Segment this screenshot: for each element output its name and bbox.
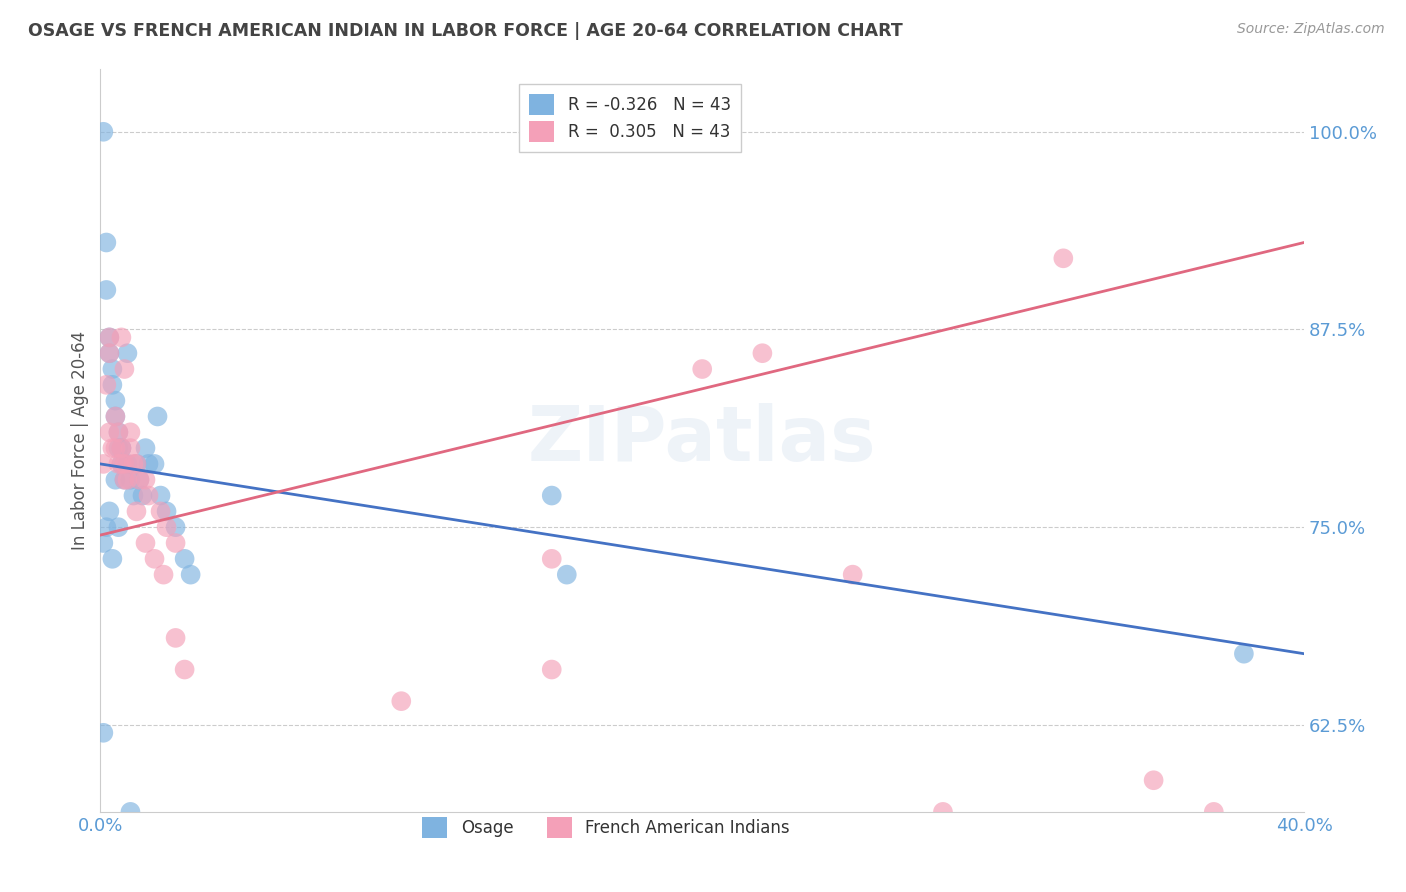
Point bbox=[96, 283, 118, 297]
Legend: Osage, French American Indians: Osage, French American Indians bbox=[416, 811, 796, 845]
Point bbox=[93, 457, 115, 471]
Point bbox=[104, 409, 127, 424]
Point bbox=[98, 346, 121, 360]
Point bbox=[1202, 805, 1225, 819]
Point bbox=[104, 473, 127, 487]
Point bbox=[98, 425, 121, 440]
Point bbox=[101, 441, 124, 455]
Point bbox=[101, 377, 124, 392]
Point bbox=[149, 489, 172, 503]
Point bbox=[128, 473, 150, 487]
Point bbox=[1052, 252, 1074, 266]
Point bbox=[540, 663, 562, 677]
Point bbox=[134, 441, 156, 455]
Point bbox=[131, 489, 153, 503]
Point bbox=[120, 441, 142, 455]
Text: ZIPatlas: ZIPatlas bbox=[527, 403, 876, 477]
Point bbox=[101, 362, 124, 376]
Point bbox=[117, 457, 139, 471]
Point bbox=[93, 125, 115, 139]
Point bbox=[134, 473, 156, 487]
Point bbox=[125, 504, 148, 518]
Point bbox=[389, 694, 412, 708]
Point bbox=[173, 551, 195, 566]
Point bbox=[98, 504, 121, 518]
Point bbox=[107, 457, 129, 471]
Point bbox=[125, 457, 148, 471]
Point bbox=[540, 489, 562, 503]
Point bbox=[128, 473, 150, 487]
Point bbox=[143, 457, 166, 471]
Point bbox=[134, 536, 156, 550]
Point bbox=[122, 489, 145, 503]
Point bbox=[112, 362, 135, 376]
Point bbox=[146, 409, 169, 424]
Point bbox=[841, 567, 863, 582]
Point bbox=[110, 457, 132, 471]
Point bbox=[110, 441, 132, 455]
Point bbox=[110, 441, 132, 455]
Point bbox=[155, 504, 177, 518]
Point bbox=[101, 551, 124, 566]
Point bbox=[98, 330, 121, 344]
Point bbox=[143, 551, 166, 566]
Point bbox=[98, 330, 121, 344]
Point bbox=[117, 346, 139, 360]
Point bbox=[107, 425, 129, 440]
Text: OSAGE VS FRENCH AMERICAN INDIAN IN LABOR FORCE | AGE 20-64 CORRELATION CHART: OSAGE VS FRENCH AMERICAN INDIAN IN LABOR… bbox=[28, 22, 903, 40]
Point bbox=[540, 551, 562, 566]
Point bbox=[173, 663, 195, 677]
Point bbox=[125, 457, 148, 471]
Point bbox=[165, 536, 187, 550]
Point bbox=[117, 473, 139, 487]
Point bbox=[93, 536, 115, 550]
Point bbox=[751, 346, 773, 360]
Point bbox=[138, 457, 160, 471]
Point bbox=[107, 441, 129, 455]
Point bbox=[104, 441, 127, 455]
Point bbox=[110, 441, 132, 455]
Point bbox=[93, 726, 115, 740]
Point bbox=[110, 330, 132, 344]
Point bbox=[149, 504, 172, 518]
Point bbox=[112, 457, 135, 471]
Point bbox=[120, 805, 142, 819]
Point bbox=[107, 520, 129, 534]
Point bbox=[138, 489, 160, 503]
Point bbox=[112, 473, 135, 487]
Point bbox=[932, 805, 955, 819]
Point bbox=[112, 473, 135, 487]
Point bbox=[104, 409, 127, 424]
Point bbox=[96, 377, 118, 392]
Point bbox=[104, 393, 127, 408]
Text: Source: ZipAtlas.com: Source: ZipAtlas.com bbox=[1237, 22, 1385, 37]
Point bbox=[152, 567, 174, 582]
Point bbox=[165, 520, 187, 534]
Point bbox=[120, 425, 142, 440]
Point bbox=[96, 235, 118, 250]
Point bbox=[165, 631, 187, 645]
Y-axis label: In Labor Force | Age 20-64: In Labor Force | Age 20-64 bbox=[72, 331, 89, 549]
Point bbox=[1233, 647, 1256, 661]
Point bbox=[155, 520, 177, 534]
Point bbox=[107, 425, 129, 440]
Point bbox=[122, 457, 145, 471]
Point bbox=[120, 473, 142, 487]
Point bbox=[1142, 773, 1164, 788]
Point bbox=[555, 567, 578, 582]
Point bbox=[98, 346, 121, 360]
Point bbox=[180, 567, 202, 582]
Point bbox=[112, 457, 135, 471]
Point bbox=[110, 457, 132, 471]
Point bbox=[690, 362, 713, 376]
Point bbox=[96, 520, 118, 534]
